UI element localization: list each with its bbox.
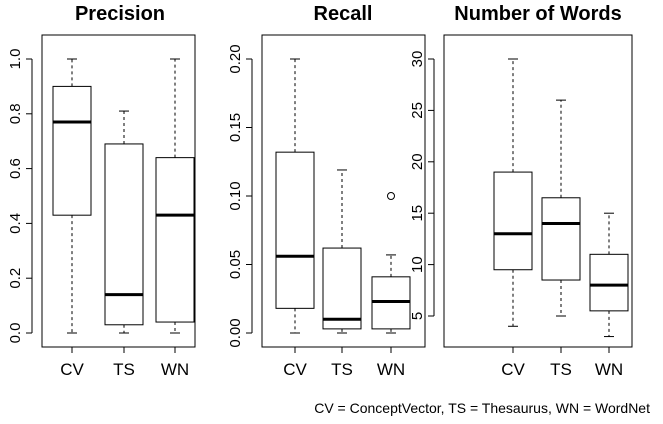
y-tick-label: 10: [409, 256, 426, 273]
x-tick-label: WN: [377, 360, 405, 379]
y-tick-label: 0.2: [7, 268, 24, 289]
box-CV: [275, 151, 315, 309]
plot-frame: [261, 34, 426, 348]
y-tick-label: 0.00: [227, 318, 244, 347]
x-tick-label: CV: [501, 360, 525, 379]
x-tick-label: TS: [331, 360, 353, 379]
chart-panel: Precision 0.0 0.2 0.4 0.6 0.8 1.0 CV TS WN: [7, 3, 196, 379]
box-WN: [155, 157, 195, 323]
x-tick-label: CV: [60, 360, 84, 379]
outlier-point: [387, 192, 395, 200]
y-tick-label: 0.6: [7, 158, 24, 179]
chart-panel: Number of Words 5 10 15 20 25 30 CV TS WN: [409, 3, 633, 379]
box-TS: [104, 143, 144, 326]
plot-frame: [41, 34, 196, 348]
y-tick-label: 5: [409, 312, 426, 320]
legend-caption: CV = ConceptVector, TS = Thesaurus, WN =…: [314, 400, 650, 416]
panel-title: Precision: [75, 3, 165, 25]
plot-frame: [443, 34, 633, 348]
box-CV: [52, 85, 92, 216]
y-tick-label: 25: [409, 102, 426, 119]
chart-panels: Precision 0.0 0.2 0.4 0.6 0.8 1.0 CV TS WN Recall 0…: [7, 3, 633, 379]
y-tick-label: 15: [409, 205, 426, 222]
x-tick-label: WN: [595, 360, 623, 379]
y-tick-label: 0.20: [227, 44, 244, 73]
x-tick-label: TS: [550, 360, 572, 379]
y-tick-label: 0.05: [227, 250, 244, 279]
y-tick-label: 1.0: [7, 49, 24, 70]
panel-title: Recall: [314, 3, 373, 25]
y-tick-label: 0.15: [227, 113, 244, 142]
box-TS: [541, 197, 581, 281]
y-tick-label: 0.8: [7, 103, 24, 124]
chart-panel: Recall 0.00 0.05 0.10 0.15 0.20 CV TS WN: [227, 3, 426, 379]
x-tick-label: WN: [161, 360, 189, 379]
box-TS: [322, 247, 362, 330]
box-CV: [493, 171, 533, 271]
x-tick-label: CV: [283, 360, 307, 379]
y-tick-label: 20: [409, 153, 426, 170]
y-tick-label: 0.10: [227, 181, 244, 210]
box-WN: [589, 253, 629, 312]
y-tick-label: 30: [409, 51, 426, 68]
panel-title: Number of Words: [454, 3, 621, 25]
y-tick-label: 0.0: [7, 323, 24, 344]
x-tick-label: TS: [113, 360, 135, 379]
y-tick-label: 0.4: [7, 213, 24, 234]
